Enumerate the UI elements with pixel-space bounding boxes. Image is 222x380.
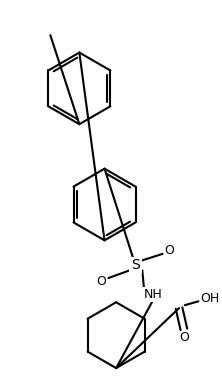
Text: OH: OH [200, 292, 220, 305]
Text: O: O [179, 331, 189, 344]
Text: NH: NH [144, 288, 162, 301]
Text: O: O [97, 276, 107, 288]
Text: S: S [131, 258, 140, 272]
Text: O: O [165, 244, 174, 256]
